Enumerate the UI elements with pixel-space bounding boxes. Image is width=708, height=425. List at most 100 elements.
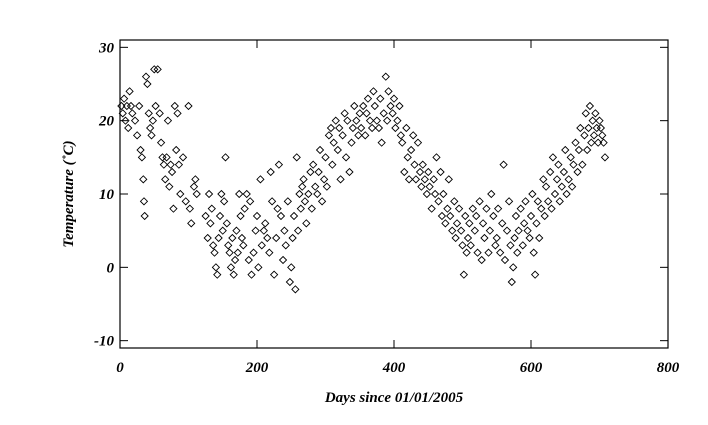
data-point — [411, 175, 421, 184]
plot-frame — [119, 39, 669, 349]
data-point — [191, 175, 200, 184]
data-point — [514, 226, 523, 235]
data-point — [466, 241, 475, 250]
data-point — [336, 175, 345, 184]
data-point — [595, 116, 604, 125]
y-axis: -10 0 10 20 30 — [94, 40, 668, 350]
data-point — [315, 145, 325, 155]
data-point — [496, 248, 505, 257]
data-point — [437, 211, 447, 221]
data-point — [128, 109, 137, 118]
data-point — [425, 182, 434, 191]
data-point — [462, 248, 471, 257]
data-point — [328, 160, 337, 169]
data-point — [293, 226, 303, 235]
x-axis: 0 200 400 600 800 — [116, 40, 680, 376]
data-point — [352, 116, 361, 125]
data-point — [140, 211, 149, 221]
data-point — [209, 241, 218, 250]
data-point — [222, 219, 231, 228]
y-tick-label: 10 — [99, 187, 115, 203]
data-point — [309, 160, 318, 169]
data-point — [363, 94, 373, 103]
data-point — [459, 270, 469, 279]
data-point — [130, 116, 140, 125]
data-point — [210, 248, 219, 257]
data-point — [452, 219, 462, 228]
data-point — [395, 101, 404, 111]
data-point — [170, 101, 179, 111]
data-point — [172, 145, 181, 155]
data-point — [153, 65, 162, 74]
data-point — [456, 226, 466, 235]
data-point — [402, 123, 411, 133]
data-point — [513, 248, 522, 257]
y-tick-label: 20 — [98, 114, 115, 130]
data-point — [184, 101, 193, 111]
data-point — [311, 182, 320, 191]
data-point — [448, 226, 457, 235]
data-point — [379, 109, 388, 118]
data-point — [307, 204, 316, 213]
data-point — [523, 226, 532, 235]
data-point — [477, 255, 486, 265]
data-point — [454, 204, 464, 213]
data-point — [291, 285, 300, 294]
data-point — [263, 233, 272, 243]
data-point — [251, 226, 260, 235]
data-point — [273, 204, 282, 213]
data-point — [350, 101, 359, 111]
data-point — [324, 131, 334, 140]
data-point — [139, 175, 148, 184]
data-point — [181, 197, 190, 206]
data-point — [439, 189, 448, 199]
data-point — [537, 204, 546, 213]
data-point — [326, 123, 336, 133]
x-tick-label: 400 — [382, 360, 406, 376]
data-point — [361, 131, 370, 140]
data-point — [237, 233, 247, 243]
data-point — [487, 189, 496, 199]
data-point — [359, 101, 368, 111]
data-point — [276, 211, 286, 221]
data-point — [345, 167, 354, 177]
data-point — [574, 145, 584, 155]
data-point — [518, 241, 527, 250]
data-point — [561, 145, 570, 155]
data-point — [585, 101, 595, 111]
data-point — [163, 116, 173, 125]
data-point — [472, 211, 481, 221]
data-point — [343, 116, 352, 125]
data-point — [257, 241, 266, 250]
data-point — [443, 204, 452, 213]
data-point — [269, 270, 279, 279]
data-point — [192, 189, 201, 199]
data-point — [259, 226, 268, 235]
data-point — [386, 101, 395, 111]
data-point — [446, 211, 455, 221]
data-point — [485, 226, 495, 235]
data-point — [233, 248, 242, 257]
data-points — [117, 65, 610, 294]
data-point — [335, 123, 344, 133]
data-point — [383, 116, 392, 125]
data-point — [588, 116, 597, 125]
data-point — [169, 204, 178, 213]
data-point — [365, 116, 375, 125]
data-point — [292, 153, 301, 162]
data-point — [509, 263, 518, 272]
data-point — [559, 167, 569, 177]
data-point — [161, 175, 170, 184]
data-point — [552, 175, 562, 184]
data-point — [587, 138, 596, 147]
data-point — [143, 79, 152, 89]
data-point — [156, 138, 166, 147]
data-point — [207, 204, 216, 213]
data-point — [221, 153, 230, 162]
data-point — [247, 270, 256, 279]
data-point — [580, 131, 589, 140]
data-point — [218, 226, 227, 235]
data-point — [347, 138, 356, 147]
data-point — [548, 153, 558, 162]
